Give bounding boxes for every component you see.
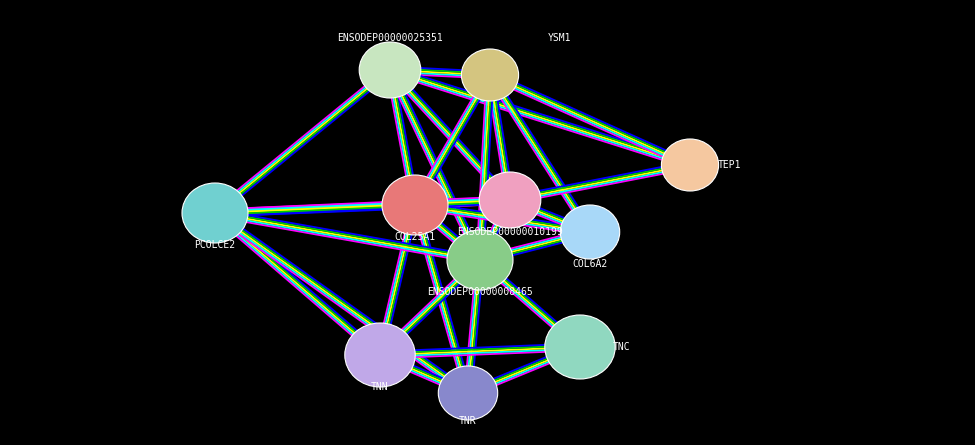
- Ellipse shape: [447, 230, 513, 290]
- Text: TNC: TNC: [613, 342, 631, 352]
- Text: TNN: TNN: [371, 382, 389, 392]
- Text: PCOLCE2: PCOLCE2: [194, 240, 236, 250]
- Ellipse shape: [382, 175, 448, 235]
- Text: COL6A2: COL6A2: [572, 259, 607, 269]
- Ellipse shape: [479, 172, 541, 228]
- Ellipse shape: [182, 183, 248, 243]
- Text: COL25A1: COL25A1: [395, 232, 436, 242]
- Text: TNR: TNR: [459, 416, 477, 426]
- Ellipse shape: [345, 323, 415, 387]
- Text: TEP1: TEP1: [718, 160, 742, 170]
- Ellipse shape: [439, 366, 497, 420]
- Text: ENSODEP00000025351: ENSODEP00000025351: [337, 33, 443, 43]
- Ellipse shape: [545, 315, 615, 379]
- Ellipse shape: [359, 42, 421, 98]
- Text: YSM1: YSM1: [548, 33, 571, 43]
- Text: ENSODEP00000008465: ENSODEP00000008465: [427, 287, 533, 297]
- Ellipse shape: [561, 205, 620, 259]
- Ellipse shape: [661, 139, 719, 191]
- Text: ENSODEP00000010199: ENSODEP00000010199: [457, 227, 563, 237]
- Ellipse shape: [461, 49, 519, 101]
